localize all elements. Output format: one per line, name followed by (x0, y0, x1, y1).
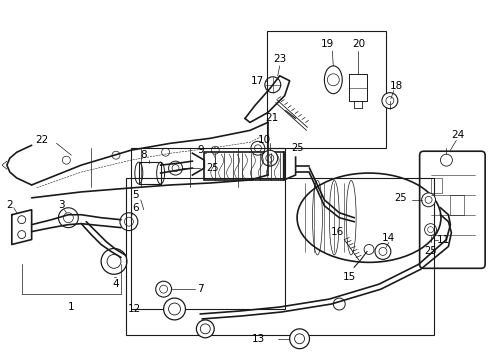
Text: 16: 16 (330, 226, 343, 237)
Circle shape (155, 281, 171, 297)
Bar (204, 152, 283, 180)
Text: 2: 2 (6, 200, 13, 210)
Bar (429, 178, 442, 193)
Text: 25: 25 (393, 193, 406, 203)
Circle shape (374, 243, 390, 260)
Text: 11: 11 (436, 234, 449, 244)
Circle shape (59, 208, 78, 228)
Text: 7: 7 (197, 284, 203, 294)
Circle shape (262, 150, 277, 166)
Text: 24: 24 (451, 130, 464, 140)
Text: 17: 17 (251, 76, 264, 86)
Text: 19: 19 (320, 39, 333, 49)
Text: 4: 4 (112, 279, 119, 289)
Circle shape (168, 161, 182, 175)
Text: 18: 18 (389, 81, 403, 91)
Circle shape (120, 213, 138, 231)
Text: 25: 25 (206, 163, 218, 173)
Text: 25: 25 (291, 143, 304, 153)
Text: 25: 25 (424, 247, 436, 256)
Circle shape (421, 193, 435, 207)
Text: 5: 5 (132, 190, 139, 200)
Bar (131, 148, 284, 309)
Text: 10: 10 (258, 135, 271, 145)
Text: 20: 20 (352, 39, 365, 49)
Text: 13: 13 (251, 334, 264, 344)
Bar (126, 178, 433, 335)
Circle shape (101, 248, 127, 274)
Circle shape (381, 93, 397, 109)
Circle shape (196, 320, 214, 338)
Bar (449, 195, 463, 215)
Text: 14: 14 (382, 233, 395, 243)
Text: 12: 12 (127, 304, 141, 314)
Text: 23: 23 (272, 54, 286, 64)
Text: 22: 22 (35, 135, 48, 145)
Text: 9: 9 (197, 145, 203, 155)
Text: 1: 1 (68, 302, 75, 312)
Bar (266, 31, 385, 148)
Circle shape (250, 141, 264, 155)
Text: 21: 21 (264, 113, 278, 123)
Circle shape (163, 298, 185, 320)
Text: 8: 8 (140, 150, 147, 160)
Circle shape (289, 329, 309, 349)
Text: 15: 15 (342, 272, 355, 282)
Text: 3: 3 (58, 200, 64, 210)
Circle shape (424, 224, 436, 235)
Text: 6: 6 (132, 203, 139, 213)
